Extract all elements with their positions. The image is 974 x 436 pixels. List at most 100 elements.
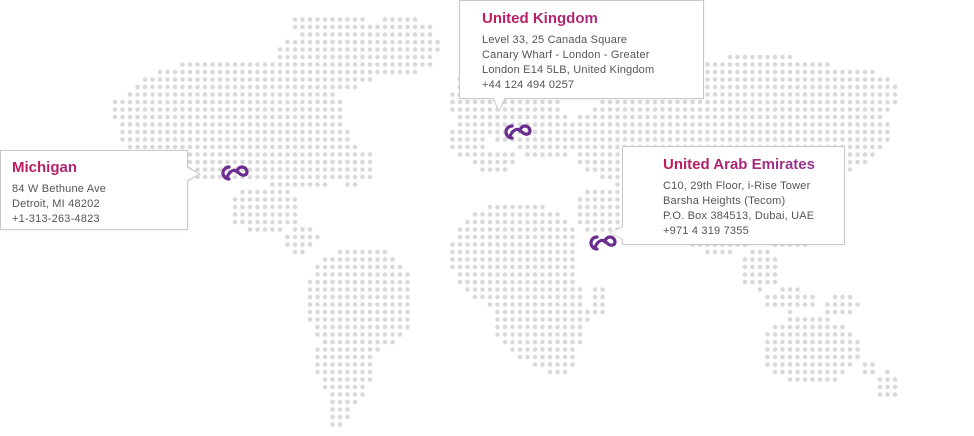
map-dot bbox=[607, 197, 613, 202]
map-dot bbox=[247, 144, 253, 150]
map-dot bbox=[157, 144, 163, 150]
map-dot bbox=[270, 167, 275, 172]
map-dot bbox=[510, 294, 515, 300]
map-dot bbox=[660, 129, 665, 135]
map-dot bbox=[352, 257, 358, 262]
map-dot bbox=[840, 339, 845, 345]
map-dot bbox=[420, 47, 425, 52]
map-dot bbox=[540, 332, 545, 337]
map-dot bbox=[255, 152, 260, 157]
map-dot bbox=[427, 32, 433, 37]
map-dot bbox=[480, 99, 485, 105]
map-dot bbox=[240, 152, 245, 157]
map-dot bbox=[862, 369, 868, 375]
map-dot bbox=[697, 137, 703, 142]
ce-logo-icon[interactable] bbox=[500, 122, 534, 142]
map-dot bbox=[847, 84, 853, 90]
map-dot bbox=[322, 272, 328, 277]
map-dot bbox=[382, 324, 388, 330]
map-dot bbox=[345, 54, 350, 60]
map-dot bbox=[285, 107, 290, 112]
map-dot bbox=[360, 347, 365, 352]
map-dot bbox=[502, 219, 508, 225]
map-dot bbox=[390, 39, 395, 45]
map-dot bbox=[577, 302, 583, 307]
map-dot bbox=[517, 249, 523, 255]
map-dot bbox=[472, 122, 478, 127]
map-dot bbox=[360, 332, 365, 337]
map-dot bbox=[315, 92, 320, 97]
map-dot bbox=[750, 107, 755, 112]
map-dot bbox=[292, 114, 298, 120]
map-dot bbox=[157, 92, 163, 97]
map-dot bbox=[180, 69, 185, 75]
map-dot bbox=[360, 249, 365, 255]
map-dot bbox=[157, 107, 163, 112]
map-dot bbox=[217, 99, 223, 105]
map-dot bbox=[330, 279, 335, 285]
map-dot bbox=[600, 122, 605, 127]
map-dot bbox=[307, 24, 313, 30]
map-dot bbox=[450, 107, 455, 112]
map-dot bbox=[322, 317, 328, 322]
map-dot bbox=[277, 77, 283, 82]
map-dot bbox=[262, 77, 268, 82]
map-dot bbox=[547, 354, 553, 360]
map-dot bbox=[787, 362, 793, 367]
map-dot bbox=[795, 287, 800, 292]
map-dot bbox=[757, 92, 763, 97]
map-dot bbox=[675, 107, 680, 112]
map-dot bbox=[630, 129, 635, 135]
map-dot bbox=[795, 84, 800, 90]
map-dot bbox=[817, 377, 823, 382]
map-dot bbox=[330, 422, 335, 427]
map-dot bbox=[532, 279, 538, 285]
map-dot bbox=[562, 324, 568, 330]
map-dot bbox=[577, 219, 583, 225]
map-dot bbox=[495, 152, 500, 157]
map-dot bbox=[337, 137, 343, 142]
map-dot bbox=[352, 182, 358, 187]
map-dot bbox=[255, 189, 260, 195]
map-dot bbox=[547, 332, 553, 337]
map-dot bbox=[480, 242, 485, 247]
map-dot bbox=[307, 114, 313, 120]
map-dot bbox=[877, 377, 883, 382]
map-dot bbox=[232, 204, 238, 210]
map-dot bbox=[517, 347, 523, 352]
map-dot bbox=[885, 137, 890, 142]
map-dot bbox=[592, 287, 598, 292]
map-dot bbox=[690, 122, 695, 127]
map-dot bbox=[705, 249, 710, 255]
map-dot bbox=[300, 152, 305, 157]
callout-pointer bbox=[493, 97, 505, 110]
map-dot bbox=[585, 137, 590, 142]
ce-logo-icon[interactable] bbox=[217, 163, 251, 183]
map-dot bbox=[877, 114, 883, 120]
map-dot bbox=[382, 62, 388, 67]
map-dot bbox=[772, 369, 778, 375]
map-dot bbox=[285, 234, 290, 240]
map-dot bbox=[795, 377, 800, 382]
map-dot bbox=[202, 159, 208, 165]
map-dot bbox=[345, 339, 350, 345]
ce-logo-icon[interactable] bbox=[585, 233, 619, 253]
map-dot bbox=[397, 309, 403, 315]
map-dot bbox=[540, 234, 545, 240]
map-dot bbox=[375, 279, 380, 285]
map-dot bbox=[457, 234, 463, 240]
map-dot bbox=[862, 159, 868, 165]
map-dot bbox=[495, 324, 500, 330]
map-dot bbox=[390, 257, 395, 262]
map-dot bbox=[337, 129, 343, 135]
map-dot bbox=[787, 317, 793, 322]
map-dot bbox=[562, 152, 568, 157]
map-dot bbox=[135, 129, 140, 135]
map-dot bbox=[172, 122, 178, 127]
map-dot bbox=[367, 332, 373, 337]
map-dot bbox=[607, 114, 613, 120]
map-dot bbox=[330, 167, 335, 172]
map-dot bbox=[390, 62, 395, 67]
map-dot bbox=[577, 294, 583, 300]
map-dot bbox=[675, 122, 680, 127]
